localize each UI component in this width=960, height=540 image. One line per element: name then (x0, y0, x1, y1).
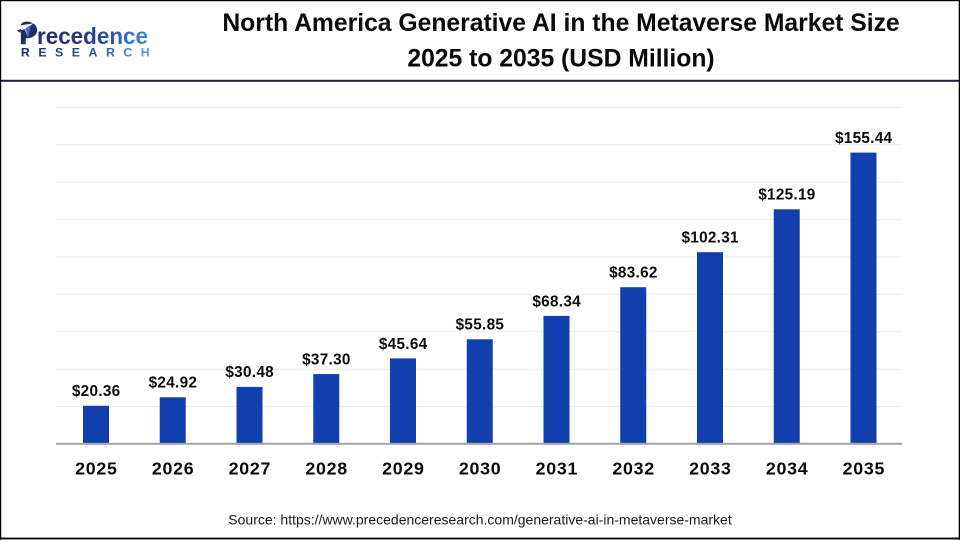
svg-text:Source: https://www.precedence: Source: https://www.precedenceresearch.c… (228, 512, 732, 528)
svg-text:$55.85: $55.85 (456, 317, 505, 334)
svg-text:2027: 2027 (229, 459, 271, 479)
svg-text:2030: 2030 (459, 459, 501, 479)
svg-text:$24.92: $24.92 (149, 375, 197, 392)
svg-text:2026: 2026 (152, 459, 194, 479)
svg-text:$155.44: $155.44 (835, 130, 893, 147)
svg-text:$20.36: $20.36 (72, 383, 120, 400)
svg-text:$45.64: $45.64 (379, 336, 428, 353)
svg-text:2028: 2028 (305, 459, 347, 479)
svg-text:2025: 2025 (75, 459, 117, 479)
svg-text:recedence: recedence (37, 23, 148, 49)
svg-text:2035: 2035 (843, 459, 885, 479)
svg-text:2034: 2034 (766, 459, 808, 479)
svg-text:2033: 2033 (689, 459, 731, 479)
svg-text:$102.31: $102.31 (681, 230, 739, 247)
svg-text:2031: 2031 (536, 459, 578, 479)
svg-text:$125.19: $125.19 (758, 187, 815, 204)
svg-text:North America Generative AI in: North America Generative AI in the Metav… (222, 10, 899, 37)
svg-text:2025 to 2035 (USD Million): 2025 to 2035 (USD Million) (407, 46, 714, 73)
svg-text:2029: 2029 (382, 459, 424, 479)
svg-text:2032: 2032 (612, 459, 654, 479)
svg-text:$37.30: $37.30 (302, 352, 350, 369)
svg-text:$83.62: $83.62 (609, 265, 657, 282)
svg-text:$68.34: $68.34 (532, 293, 581, 310)
svg-text:$30.48: $30.48 (225, 364, 274, 381)
